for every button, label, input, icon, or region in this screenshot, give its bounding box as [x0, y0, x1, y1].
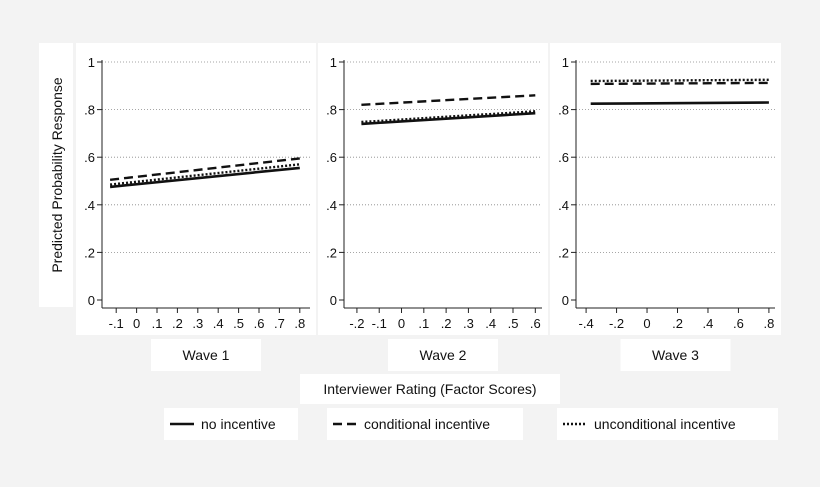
x-tick-label: .4 — [213, 316, 224, 331]
y-axis-label-box: Predicted Probability Response — [39, 43, 73, 307]
x-axis-label: Interviewer Rating (Factor Scores) — [323, 381, 536, 397]
x-tick-label: .3 — [192, 316, 203, 331]
panel-title: Wave 1 — [183, 347, 230, 363]
series-line-unconditional-incentive — [361, 110, 536, 124]
legend-item: conditional incentive — [327, 408, 523, 440]
x-tick-label: -.1 — [372, 316, 387, 331]
series-line-unconditional-incentive — [590, 78, 769, 83]
y-tick-label: .6 — [84, 150, 95, 165]
legend-label: conditional incentive — [364, 416, 490, 432]
x-tick-label: .2 — [172, 316, 183, 331]
y-tick-label: 0 — [562, 293, 569, 308]
panel-background — [76, 43, 316, 335]
y-tick-label: .2 — [326, 245, 337, 260]
series-line-conditional-incentive — [361, 94, 536, 106]
x-tick-label: .5 — [233, 316, 244, 331]
y-tick-label: .2 — [84, 245, 95, 260]
y-tick-label: 0 — [88, 293, 95, 308]
y-tick-label: .4 — [326, 198, 337, 213]
x-tick-label: .3 — [463, 316, 474, 331]
y-tick-label: .4 — [84, 198, 95, 213]
x-axis-label-box: Interviewer Rating (Factor Scores) — [300, 374, 560, 404]
x-tick-label: .1 — [418, 316, 429, 331]
y-tick-label: 1 — [88, 55, 95, 70]
legend-item: no incentive — [164, 408, 298, 440]
x-tick-label: .6 — [530, 316, 541, 331]
legend-item-box — [327, 408, 523, 440]
panel-wave-1: 0 .2 .4 .6 .8 1 -.1 0 .1 .2 .3 .4 .5 .6 .7 .8 Wave 1 — [76, 43, 316, 371]
series-line-conditional-incentive — [109, 157, 300, 181]
x-tick-label: -.1 — [109, 316, 124, 331]
series-line-no-incentive — [109, 166, 300, 189]
chart-legend: no incentive conditional incentive uncondi… — [164, 408, 778, 440]
x-tick-label: -.2 — [349, 316, 364, 331]
x-tick-label: 0 — [643, 316, 650, 331]
chart-panels: 0 .2 .4 .6 .8 1 -.1 0 .1 .2 .3 .4 .5 .6 .7 .8 Wave 1 0 .2.… — [76, 43, 781, 371]
panel-title-box — [388, 339, 498, 371]
x-tick-label: 0 — [133, 316, 140, 331]
panel-title-box — [620, 339, 731, 371]
x-tick-label: 0 — [398, 316, 405, 331]
y-tick-label: .6 — [558, 150, 569, 165]
x-tick-label: .8 — [763, 316, 774, 331]
series-line-conditional-incentive — [590, 81, 769, 86]
y-tick-label: .8 — [326, 103, 337, 118]
y-tick-label: 1 — [330, 55, 337, 70]
panel-title: Wave 2 — [420, 347, 467, 363]
x-tick-label: .5 — [508, 316, 519, 331]
x-tick-label: .2 — [672, 316, 683, 331]
x-tick-label: .8 — [294, 316, 305, 331]
x-tick-label: .7 — [274, 316, 285, 331]
y-tick-label: .8 — [84, 103, 95, 118]
y-tick-label: 0 — [330, 293, 337, 308]
y-axis-label: Predicted Probability Response — [49, 77, 65, 273]
panel-wave-3: 0 .2 .4 .6 .8 1 -.4 -.2 0 .2 .4 .6 .8 Wave 3 — [550, 43, 781, 371]
panel-wave-2: 0 .2 .4 .6 .8 1 -.2 -.1 0 .1 .2 .3 .4 .5 .6 Wave 2 — [318, 43, 548, 371]
x-tick-label: .2 — [441, 316, 452, 331]
legend-item: unconditional incentive — [557, 408, 778, 440]
y-tick-label: .8 — [558, 103, 569, 118]
legend-label: no incentive — [201, 416, 276, 432]
x-tick-label: .6 — [733, 316, 744, 331]
series-line-no-incentive — [590, 101, 769, 105]
y-tick-label: .4 — [558, 198, 569, 213]
panel-title: Wave 3 — [652, 347, 699, 363]
panel-background — [550, 43, 781, 335]
x-tick-label: -.4 — [579, 316, 594, 331]
legend-label: unconditional incentive — [594, 416, 736, 432]
panel-title-box — [151, 339, 261, 371]
y-tick-label: .2 — [558, 245, 569, 260]
x-tick-label: .4 — [703, 316, 714, 331]
x-tick-label: .4 — [485, 316, 496, 331]
legend-item-box — [557, 408, 778, 440]
x-tick-label: .1 — [152, 316, 163, 331]
series-line-no-incentive — [361, 111, 536, 126]
y-tick-label: .6 — [326, 150, 337, 165]
panel-background — [318, 43, 548, 335]
y-tick-label: 1 — [562, 55, 569, 70]
x-tick-label: .6 — [254, 316, 265, 331]
x-tick-label: -.2 — [609, 316, 624, 331]
